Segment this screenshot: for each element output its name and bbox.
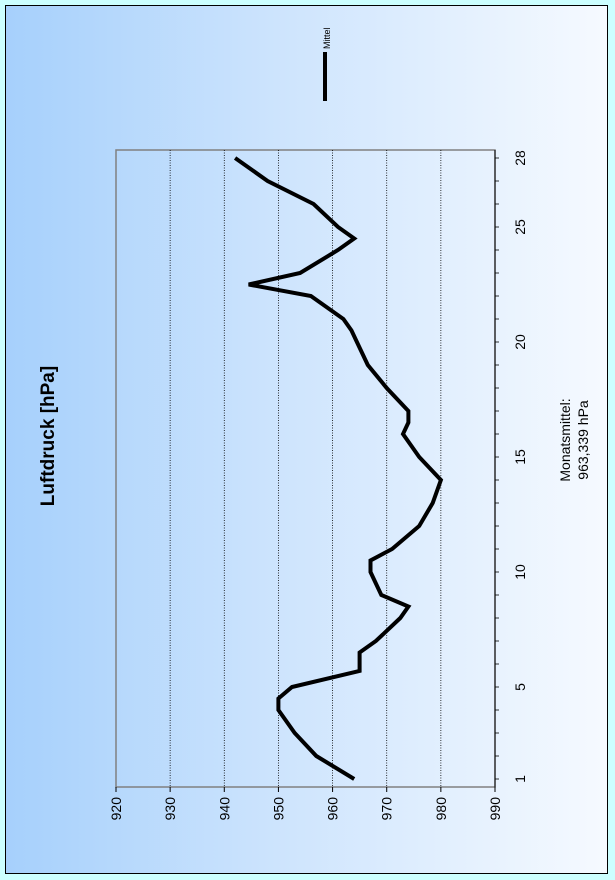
day-tick-label: 1 bbox=[512, 775, 528, 783]
chart-title: Luftdruck [hPa] bbox=[38, 366, 59, 506]
series-line-mittel bbox=[233, 156, 444, 781]
day-tick-label: 10 bbox=[512, 564, 528, 580]
value-axis: 920 930 940 950 960 970 980 990 bbox=[108, 787, 503, 820]
day-tick-label: 20 bbox=[512, 334, 528, 350]
series-layer bbox=[233, 156, 444, 781]
value-tick-label: 960 bbox=[325, 797, 341, 821]
monthly-mean-value: 963,339 hPa bbox=[575, 400, 591, 480]
value-tick-label: 990 bbox=[487, 797, 503, 821]
plot-area bbox=[115, 149, 496, 788]
value-tick-label: 920 bbox=[108, 797, 124, 821]
grid-lines bbox=[169, 150, 442, 787]
legend-label: Mittel bbox=[322, 27, 332, 49]
monthly-mean-label: Monatsmittel: bbox=[557, 398, 573, 481]
value-tick-label: 940 bbox=[216, 797, 232, 821]
value-tick-label: 970 bbox=[379, 797, 395, 821]
day-tick-label: 28 bbox=[512, 150, 528, 166]
day-tick-label: 15 bbox=[512, 449, 528, 465]
value-tick-label: 930 bbox=[162, 797, 178, 821]
day-tick-label: 5 bbox=[512, 683, 528, 691]
legend: Mittel bbox=[322, 27, 332, 101]
value-tick-label: 950 bbox=[270, 797, 286, 821]
day-tick-label: 25 bbox=[512, 219, 528, 235]
value-tick-label: 980 bbox=[433, 797, 449, 821]
